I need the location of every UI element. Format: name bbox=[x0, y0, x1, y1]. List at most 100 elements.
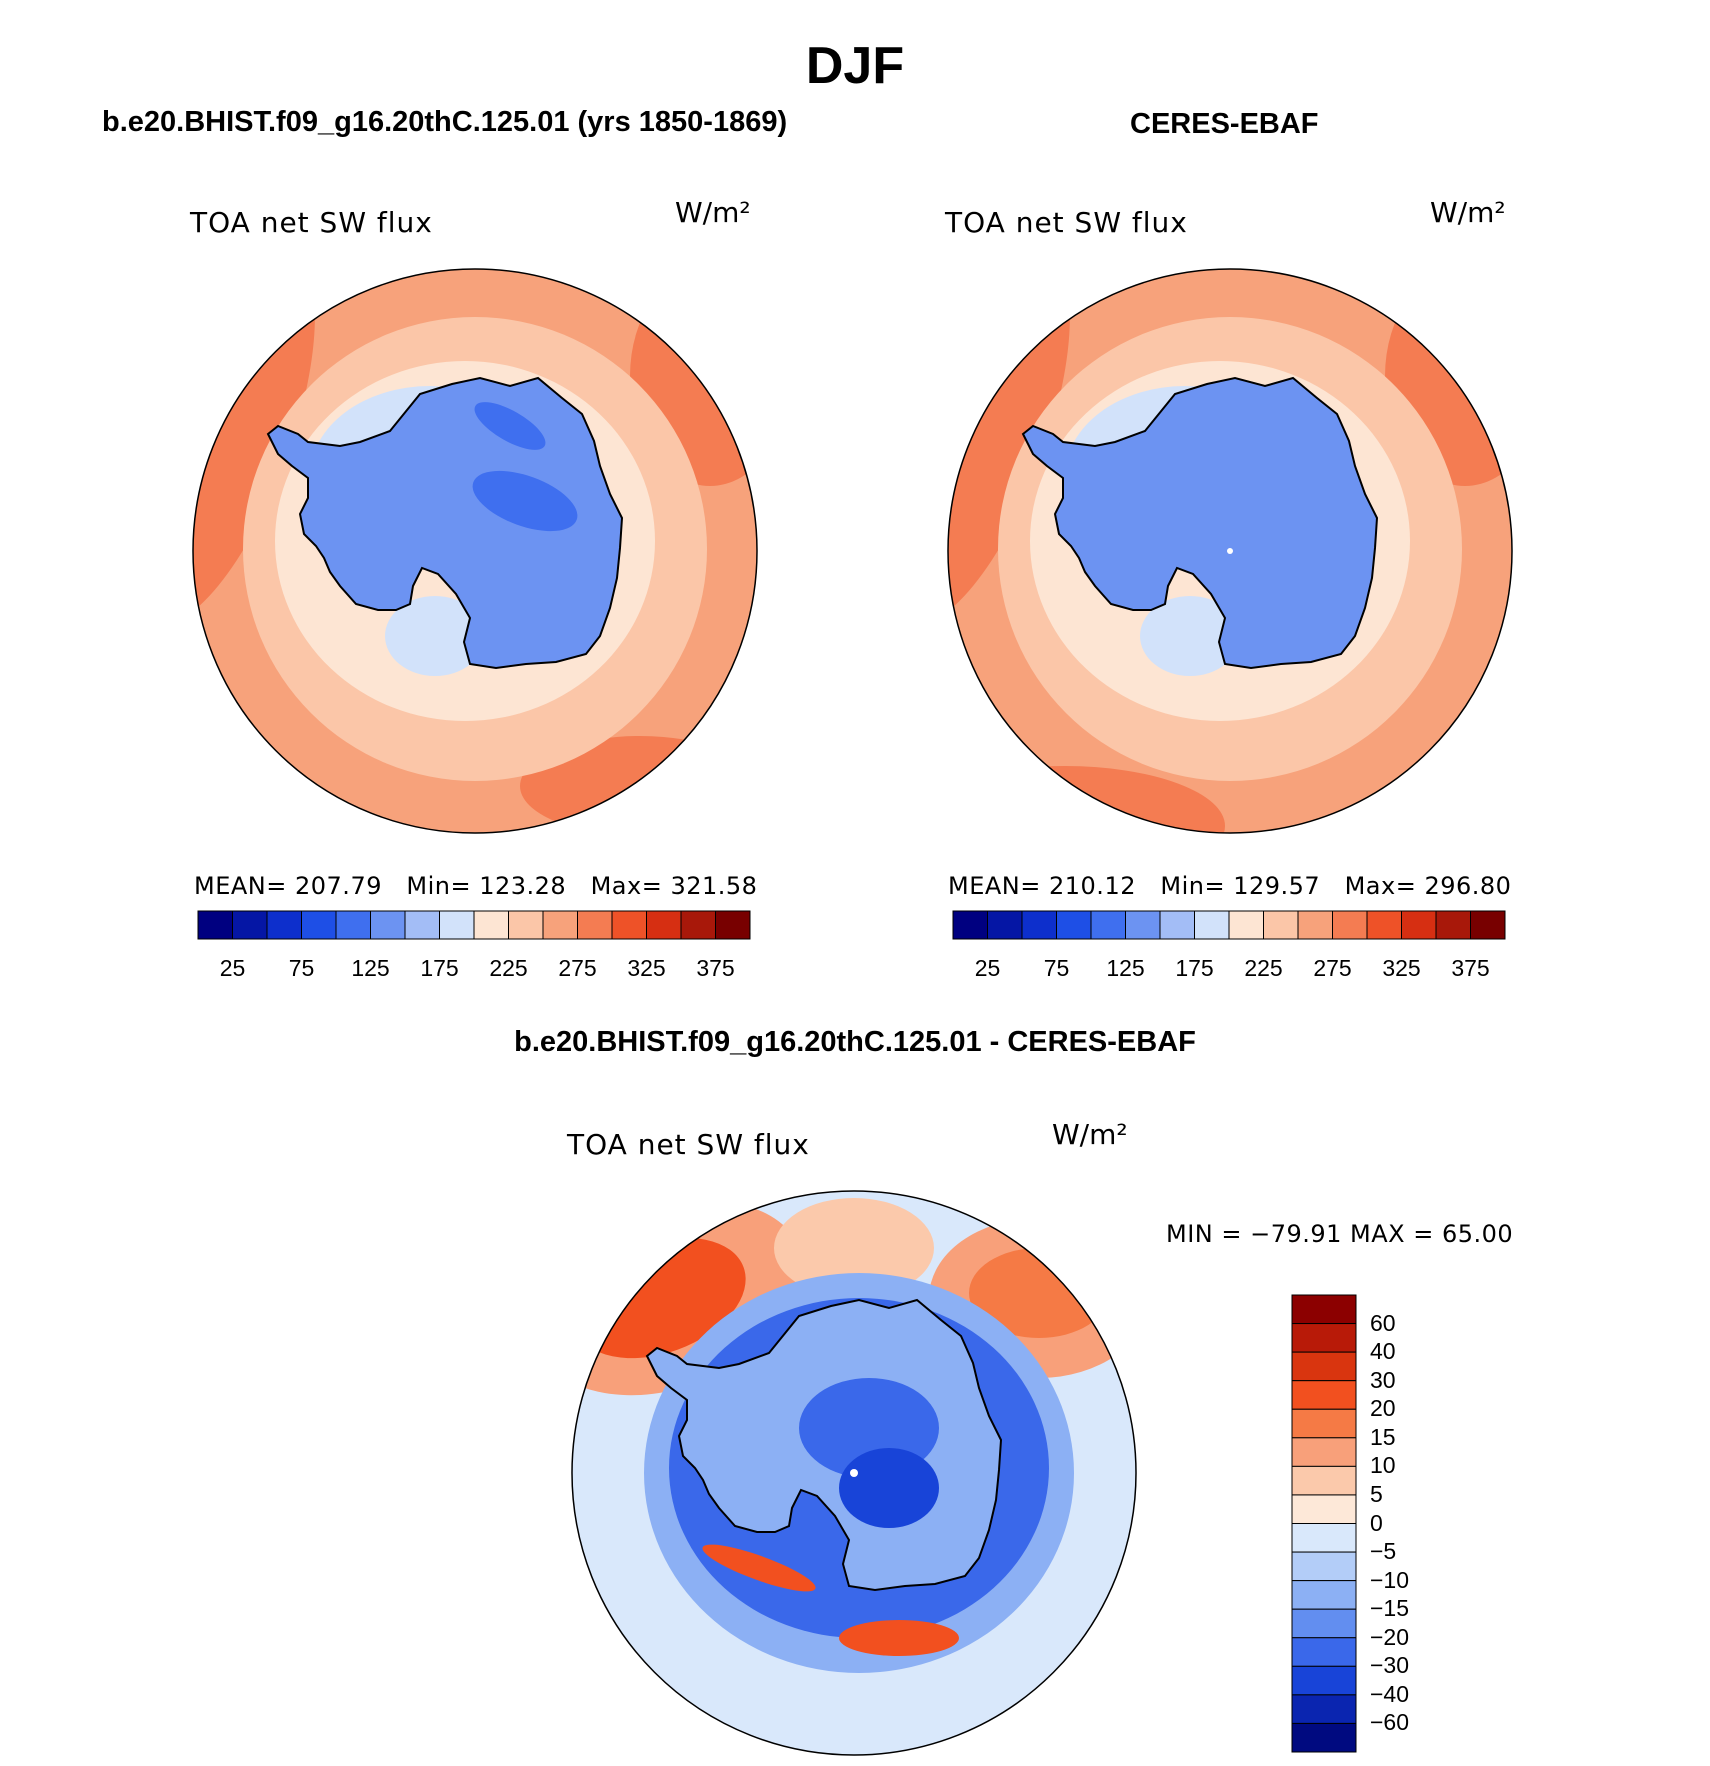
colorbar-box bbox=[508, 910, 544, 940]
model-stats: MEAN= 207.79 Min= 123.28 Max= 321.58 bbox=[194, 872, 757, 900]
colorbar-box bbox=[715, 910, 751, 940]
colorbar-tick-label: 10 bbox=[1370, 1452, 1396, 1479]
model-map bbox=[192, 268, 758, 834]
colorbar-box bbox=[266, 910, 302, 940]
map-fill-layer bbox=[948, 269, 1512, 833]
colorbar-box bbox=[404, 910, 440, 940]
colorbar-tick-label: −40 bbox=[1370, 1680, 1410, 1707]
model-colorbar bbox=[197, 910, 751, 940]
colorbar-tick-label: 325 bbox=[1382, 955, 1421, 981]
colorbar-box bbox=[1291, 1351, 1357, 1382]
interior-low-a bbox=[472, 470, 578, 532]
colorbar-tick-label: 25 bbox=[219, 955, 246, 981]
colorbar-box bbox=[1401, 910, 1437, 940]
colorbar-box bbox=[1470, 910, 1506, 940]
colorbar-box bbox=[1291, 1694, 1357, 1724]
band-200-south bbox=[385, 596, 485, 676]
colorbar-tick-label: 275 bbox=[1313, 955, 1352, 981]
diff-colorbar bbox=[1291, 1294, 1357, 1753]
band-200-south bbox=[1140, 596, 1240, 676]
interior-low-b bbox=[474, 402, 546, 450]
diff-panel-title: b.e20.BHIST.f09_g16.20thC.125.01 - CERES… bbox=[514, 1026, 1196, 1058]
colorbar-box bbox=[1297, 910, 1333, 940]
obs-max-label: Max= bbox=[1344, 872, 1417, 900]
colorbar-box bbox=[1291, 1437, 1357, 1467]
obs-colorbar bbox=[952, 910, 1506, 940]
model-min-value: 123.28 bbox=[479, 872, 567, 900]
coastline bbox=[645, 1298, 1003, 1592]
colorbar-box bbox=[1366, 910, 1402, 940]
colorbar-box bbox=[1291, 1408, 1357, 1439]
colorbar-box bbox=[1228, 910, 1264, 940]
colorbar-box bbox=[335, 910, 371, 940]
warm-lobe-south bbox=[948, 766, 1225, 833]
colorbar-tick-label: 5 bbox=[1370, 1480, 1383, 1507]
colorbar-box bbox=[646, 910, 682, 940]
colorbar-box bbox=[1291, 1523, 1357, 1553]
obs-mean-value: 210.12 bbox=[1049, 872, 1136, 900]
obs-mean-label: MEAN= bbox=[948, 872, 1041, 900]
map-fill-layer bbox=[572, 1191, 1136, 1755]
main-title: DJF bbox=[805, 37, 905, 95]
colorbar-box bbox=[1291, 1722, 1357, 1753]
pole-dot bbox=[850, 1469, 858, 1477]
colorbar-box bbox=[1056, 910, 1092, 940]
colorbar-box bbox=[987, 910, 1023, 940]
colorbar-box bbox=[1291, 1637, 1357, 1667]
obs-variable-label: TOA net SW flux bbox=[945, 206, 1188, 239]
colorbar-tick-label: 75 bbox=[1043, 955, 1070, 981]
colorbar-box bbox=[1263, 910, 1299, 940]
colorbar-box bbox=[232, 910, 268, 940]
continent-fill bbox=[268, 378, 622, 668]
colorbar-box bbox=[611, 910, 647, 940]
colorbar-box bbox=[1291, 1580, 1357, 1610]
colorbar-tick-label: 375 bbox=[1451, 955, 1490, 981]
colorbar-tick-label: 75 bbox=[288, 955, 315, 981]
colorbar-box bbox=[577, 910, 613, 940]
colorbar-tick-label: 40 bbox=[1370, 1338, 1396, 1365]
model-max-label: Max= bbox=[590, 872, 663, 900]
colorbar-box bbox=[1159, 910, 1195, 940]
pos-region-north bbox=[774, 1198, 934, 1298]
diff-units-label: W/m² bbox=[1052, 1118, 1128, 1151]
colorbar-box bbox=[680, 910, 716, 940]
colorbar-tick-label: −10 bbox=[1370, 1566, 1410, 1593]
colorbar-tick-label: 225 bbox=[489, 955, 528, 981]
obs-units-label: W/m² bbox=[1430, 196, 1506, 229]
colorbar-box bbox=[1291, 1551, 1357, 1582]
obs-max-value: 296.80 bbox=[1424, 872, 1512, 900]
colorbar-tick-label: 375 bbox=[696, 955, 735, 981]
model-min-label: Min= bbox=[406, 872, 472, 900]
colorbar-box bbox=[1291, 1294, 1357, 1325]
colorbar-tick-label: 175 bbox=[1175, 955, 1214, 981]
obs-min-value: 129.57 bbox=[1233, 872, 1321, 900]
model-units-label: W/m² bbox=[675, 196, 751, 229]
colorbar-tick-label: −60 bbox=[1370, 1709, 1410, 1736]
colorbar-box bbox=[1194, 910, 1230, 940]
continent-fill bbox=[1023, 378, 1377, 668]
colorbar-box bbox=[542, 910, 578, 940]
colorbar-box bbox=[952, 910, 988, 940]
model-max-value: 321.58 bbox=[670, 872, 758, 900]
colorbar-box bbox=[1125, 910, 1161, 940]
map-fill-layer bbox=[193, 269, 757, 833]
pole-dot bbox=[1227, 548, 1233, 554]
obs-stats: MEAN= 210.12 Min= 129.57 Max= 296.80 bbox=[948, 872, 1511, 900]
colorbar-tick-label: 60 bbox=[1370, 1309, 1396, 1336]
colorbar-tick-label: −30 bbox=[1370, 1652, 1410, 1679]
colorbar-tick-label: 325 bbox=[627, 955, 666, 981]
colorbar-box bbox=[1435, 910, 1471, 940]
colorbar-box bbox=[1332, 910, 1368, 940]
map-border bbox=[571, 1190, 1137, 1756]
model-variable-label: TOA net SW flux bbox=[190, 206, 433, 239]
colorbar-box bbox=[197, 910, 233, 940]
colorbar-tick-label: 15 bbox=[1370, 1423, 1396, 1450]
colorbar-tick-label: 30 bbox=[1370, 1366, 1396, 1393]
colorbar-tick-label: 25 bbox=[974, 955, 1001, 981]
obs-min-label: Min= bbox=[1160, 872, 1226, 900]
coastline bbox=[266, 376, 624, 670]
colorbar-tick-label: 125 bbox=[1106, 955, 1145, 981]
pos-coastal-sw bbox=[702, 1544, 816, 1592]
map-border bbox=[947, 268, 1513, 834]
colorbar-tick-label: 20 bbox=[1370, 1395, 1396, 1422]
